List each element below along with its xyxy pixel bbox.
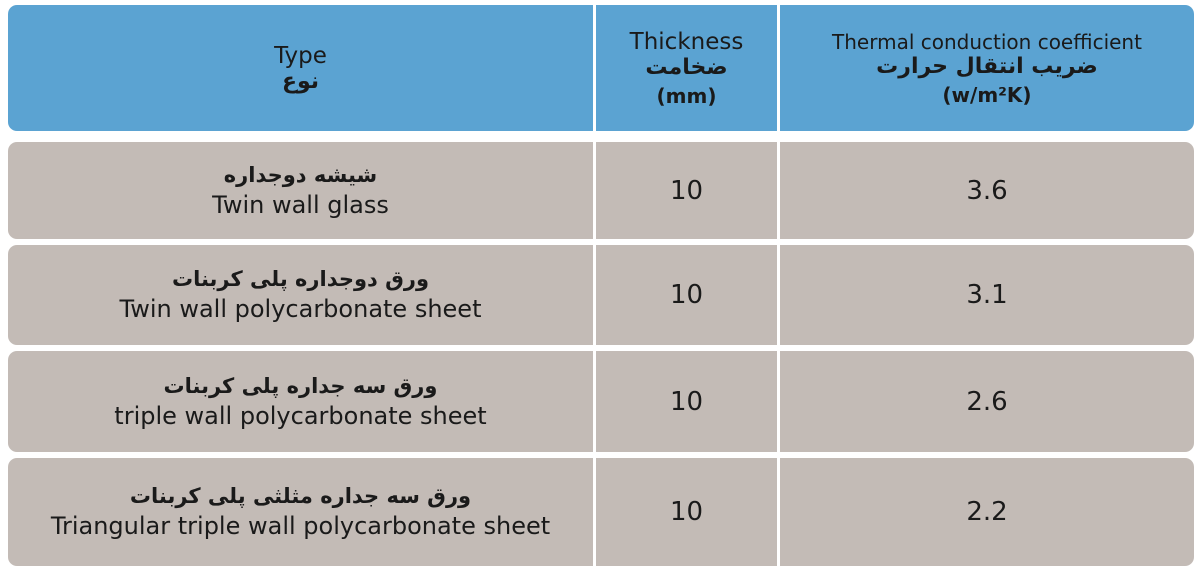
coefficient-cell: 3.6 — [966, 175, 1008, 206]
header-type-fa: نوع — [281, 68, 320, 94]
header-type-en: Type — [274, 42, 327, 69]
type-en: Triangular triple wall polycarbonate she… — [50, 512, 551, 540]
header-thickness-en: Thickness — [629, 28, 744, 55]
header-thickness-unit: (mm) — [656, 83, 717, 108]
table-header: Type نوع Thickness ضخامت (mm) Thermal co… — [8, 5, 1194, 131]
type-cell: شیشه دوجداره Twin wall glass — [8, 142, 593, 239]
header-coef-en: Thermal conduction coefficient — [832, 29, 1142, 54]
header-thickness: Thickness ضخامت (mm) — [593, 5, 780, 131]
type-en: triple wall polycarbonate sheet — [114, 401, 487, 430]
table-row: ورق سه جداره پلی کربنات triple wall poly… — [8, 351, 1194, 452]
table-row: ورق سه جداره مثلثی پلی کربنات Triangular… — [8, 458, 1194, 566]
type-fa: شیشه دوجداره — [223, 162, 378, 187]
header-thickness-fa: ضخامت — [645, 54, 728, 80]
type-fa: ورق دوجداره پلی کربنات — [171, 267, 430, 291]
type-cell: ورق دوجداره پلی کربنات Twin wall polycar… — [8, 245, 593, 345]
coefficient-cell: 2.2 — [966, 497, 1008, 527]
header-coefficient: Thermal conduction coefficient ضریب انتق… — [780, 5, 1194, 131]
thickness-cell: 10 — [593, 245, 780, 345]
type-fa: ورق سه جداره پلی کربنات — [163, 373, 438, 398]
header-coef-fa: ضریب انتقال حرارت — [876, 53, 1098, 79]
type-en: Twin wall glass — [212, 190, 389, 219]
coefficient-cell: 2.6 — [966, 386, 1008, 417]
type-cell: ورق سه جداره پلی کربنات triple wall poly… — [8, 351, 593, 452]
type-fa: ورق سه جداره مثلثی پلی کربنات — [129, 484, 472, 508]
table-row: ورق دوجداره پلی کربنات Twin wall polycar… — [8, 245, 1194, 345]
type-cell: ورق سه جداره مثلثی پلی کربنات Triangular… — [8, 458, 593, 566]
thickness-cell: 10 — [593, 458, 780, 566]
header-type: Type نوع — [8, 5, 593, 131]
header-coef-unit: (w/m²K) — [942, 82, 1032, 107]
coefficient-cell: 3.1 — [966, 280, 1008, 310]
type-en: Twin wall polycarbonate sheet — [119, 295, 482, 323]
table-row: شیشه دوجداره Twin wall glass 10 3.6 — [8, 142, 1194, 239]
thickness-cell: 10 — [593, 142, 780, 239]
thickness-cell: 10 — [593, 351, 780, 452]
